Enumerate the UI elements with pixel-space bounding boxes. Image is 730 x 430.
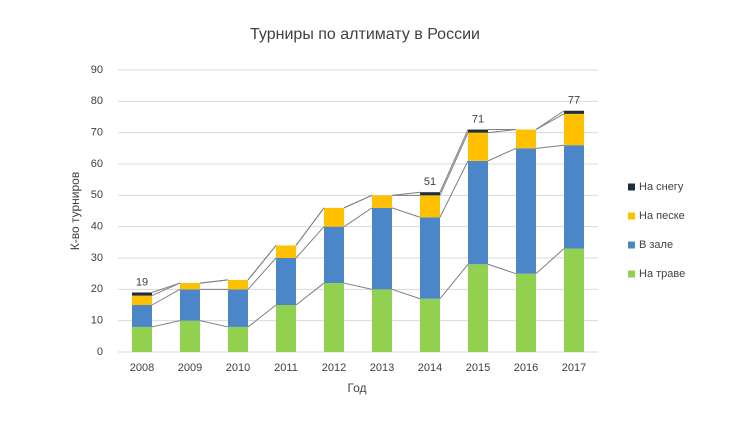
series-line bbox=[391, 191, 421, 196]
bar-segment bbox=[372, 289, 392, 352]
bar-segment bbox=[228, 279, 248, 290]
series-line bbox=[151, 282, 181, 293]
bar-segment bbox=[228, 289, 248, 327]
series-line bbox=[487, 263, 517, 275]
x-axis-title: Год bbox=[347, 381, 366, 395]
series-line bbox=[439, 160, 469, 218]
bar-segment bbox=[276, 245, 296, 258]
y-tick-label: 40 bbox=[91, 221, 103, 233]
bar-segment bbox=[564, 145, 584, 249]
series-line bbox=[295, 282, 325, 306]
x-tick-label: 2017 bbox=[562, 362, 586, 374]
x-tick-label: 2011 bbox=[274, 362, 298, 374]
y-tick-label: 30 bbox=[91, 252, 103, 264]
legend-swatch bbox=[628, 241, 635, 249]
bar-segment bbox=[420, 195, 440, 218]
bar-segment bbox=[420, 298, 440, 352]
bar-segment bbox=[468, 160, 488, 265]
total-label: 51 bbox=[424, 176, 436, 188]
bar-segment bbox=[372, 195, 392, 208]
bar-segment bbox=[468, 264, 488, 352]
bar-segment bbox=[132, 292, 152, 296]
bar-segment bbox=[276, 305, 296, 352]
series-line bbox=[535, 144, 565, 149]
bar-segment bbox=[468, 129, 488, 133]
y-tick-label: 70 bbox=[91, 127, 103, 139]
series-line bbox=[247, 257, 277, 290]
bar-segment bbox=[132, 295, 152, 305]
series-line bbox=[199, 279, 229, 284]
x-tick-label: 2008 bbox=[130, 362, 154, 374]
bar-segment bbox=[516, 148, 536, 274]
series-line bbox=[247, 304, 277, 328]
bar-segment bbox=[420, 192, 440, 196]
bar-segment bbox=[132, 305, 152, 327]
bar-segment bbox=[372, 207, 392, 290]
series-line bbox=[343, 194, 373, 209]
bar-segment bbox=[420, 217, 440, 299]
y-tick-label: 0 bbox=[97, 346, 103, 358]
legend-swatch bbox=[628, 270, 635, 278]
legend-label: На снегу bbox=[639, 181, 684, 193]
bar-segment bbox=[516, 129, 536, 149]
total-label: 71 bbox=[472, 113, 484, 125]
bar-segment bbox=[132, 326, 152, 352]
bar-segment bbox=[180, 289, 200, 321]
legend-label: В зале bbox=[639, 239, 673, 251]
bar-segment bbox=[324, 283, 344, 352]
bar-segment bbox=[180, 320, 200, 352]
series-line bbox=[535, 248, 565, 275]
x-tick-label: 2014 bbox=[418, 362, 442, 374]
bar-segment bbox=[516, 273, 536, 352]
bar-segment bbox=[276, 258, 296, 305]
bar-segment bbox=[324, 226, 344, 284]
legend-label: На песке bbox=[639, 210, 685, 222]
legend-swatch bbox=[628, 212, 635, 220]
bar-segment bbox=[564, 110, 584, 114]
series-line bbox=[151, 288, 181, 306]
series-line bbox=[391, 288, 421, 300]
y-tick-label: 90 bbox=[91, 64, 103, 76]
total-label: 77 bbox=[568, 95, 580, 107]
legend-swatch bbox=[628, 183, 635, 191]
bar-segment bbox=[564, 113, 584, 146]
series-line bbox=[487, 129, 517, 134]
series-line bbox=[439, 132, 469, 196]
y-tick-label: 60 bbox=[91, 158, 103, 170]
x-tick-label: 2009 bbox=[178, 362, 202, 374]
series-line bbox=[247, 245, 277, 281]
series-line bbox=[295, 207, 325, 246]
y-tick-label: 50 bbox=[91, 189, 103, 201]
bar-segment bbox=[228, 326, 248, 352]
y-tick-label: 10 bbox=[91, 315, 103, 327]
bar-segment bbox=[324, 207, 344, 227]
y-tick-label: 20 bbox=[91, 283, 103, 295]
series-line bbox=[295, 226, 325, 259]
series-line bbox=[343, 207, 373, 228]
y-axis-title: К-во турниров bbox=[68, 172, 82, 250]
x-tick-label: 2016 bbox=[514, 362, 538, 374]
bar-segment bbox=[180, 283, 200, 290]
series-line bbox=[199, 320, 229, 328]
bar-segment bbox=[468, 132, 488, 161]
x-tick-label: 2012 bbox=[322, 362, 346, 374]
x-tick-label: 2010 bbox=[226, 362, 250, 374]
series-line bbox=[343, 282, 373, 290]
x-tick-label: 2013 bbox=[370, 362, 394, 374]
series-line bbox=[439, 129, 469, 193]
series-line bbox=[535, 110, 565, 130]
series-line bbox=[439, 263, 469, 300]
x-tick-label: 2015 bbox=[466, 362, 490, 374]
series-line bbox=[487, 147, 517, 162]
y-tick-label: 80 bbox=[91, 95, 103, 107]
chart-title: Турниры по алтимату в России bbox=[250, 26, 480, 43]
bar-segment bbox=[564, 248, 584, 352]
total-label: 19 bbox=[136, 276, 148, 288]
series-line bbox=[151, 320, 181, 328]
series-line bbox=[391, 207, 421, 218]
legend-label: На траве bbox=[639, 268, 685, 280]
